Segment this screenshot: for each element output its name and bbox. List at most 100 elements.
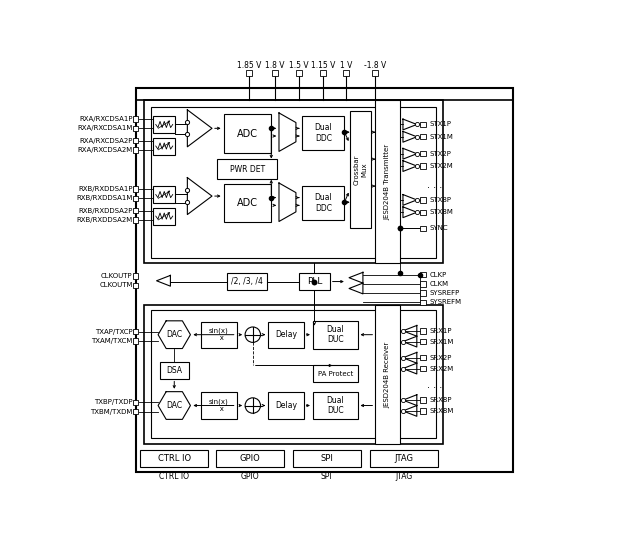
Bar xyxy=(133,338,139,344)
Bar xyxy=(375,305,400,444)
Text: -1.8 V: -1.8 V xyxy=(364,61,386,70)
Bar xyxy=(420,290,426,296)
Polygon shape xyxy=(403,353,417,363)
Text: RXA/RXCDSA1M: RXA/RXCDSA1M xyxy=(77,125,133,131)
Bar xyxy=(420,210,426,215)
Polygon shape xyxy=(403,207,417,217)
Bar xyxy=(420,122,426,127)
Text: 1.85 V: 1.85 V xyxy=(237,61,261,70)
Bar xyxy=(372,70,378,76)
Bar xyxy=(299,273,330,290)
Bar xyxy=(133,208,139,214)
Bar xyxy=(268,321,304,348)
Text: STX1M: STX1M xyxy=(429,134,453,140)
Text: STX2M: STX2M xyxy=(429,163,453,169)
Text: 1 V: 1 V xyxy=(340,61,352,70)
Bar xyxy=(133,409,139,414)
Text: TXBP/TXDP: TXBP/TXDP xyxy=(94,399,133,405)
Text: CTRL IO: CTRL IO xyxy=(159,472,189,481)
Text: ADC: ADC xyxy=(237,198,258,208)
Text: DAC: DAC xyxy=(166,330,182,339)
Text: TXAP/TXCP: TXAP/TXCP xyxy=(95,329,133,335)
Polygon shape xyxy=(403,131,417,142)
Bar xyxy=(154,137,175,155)
Text: SYNC: SYNC xyxy=(429,225,448,231)
Text: RXA/RXCDSA2M: RXA/RXCDSA2M xyxy=(77,147,133,153)
Bar xyxy=(133,138,139,143)
Bar xyxy=(420,398,426,403)
Bar xyxy=(133,329,139,334)
Polygon shape xyxy=(403,119,417,130)
Bar xyxy=(370,450,438,467)
Polygon shape xyxy=(403,405,417,416)
Polygon shape xyxy=(279,113,296,151)
Bar xyxy=(295,70,302,76)
Text: TXAM/TXCM: TXAM/TXCM xyxy=(91,338,133,344)
Polygon shape xyxy=(187,177,212,215)
Polygon shape xyxy=(403,395,417,405)
Bar xyxy=(151,107,436,259)
Text: DSA: DSA xyxy=(166,366,182,375)
Polygon shape xyxy=(158,391,190,419)
Polygon shape xyxy=(403,161,417,171)
Bar xyxy=(201,321,237,348)
Bar xyxy=(420,226,426,231)
Text: CLKOUTP: CLKOUTP xyxy=(101,273,133,279)
Text: sin(x)
   x: sin(x) x xyxy=(209,399,229,412)
Text: RXB/RXDDSA1P: RXB/RXDDSA1P xyxy=(78,186,133,192)
Text: JTAG: JTAG xyxy=(395,472,413,481)
Bar xyxy=(140,450,208,467)
Bar xyxy=(375,100,400,263)
Text: Dual
DDC: Dual DDC xyxy=(314,123,332,143)
Bar xyxy=(133,147,139,152)
Text: . . .: . . . xyxy=(427,180,442,190)
Bar xyxy=(343,70,349,76)
Text: SPI: SPI xyxy=(321,472,333,481)
Text: PWR DET: PWR DET xyxy=(230,165,265,173)
Bar xyxy=(320,70,326,76)
Polygon shape xyxy=(403,336,417,347)
Text: TXBM/TXDM: TXBM/TXDM xyxy=(90,409,133,415)
Bar xyxy=(313,365,358,383)
Bar xyxy=(313,391,358,419)
Text: STX8M: STX8M xyxy=(429,209,453,215)
Text: SRX1M: SRX1M xyxy=(429,339,454,345)
Bar xyxy=(133,282,139,288)
Bar xyxy=(144,305,443,444)
Polygon shape xyxy=(349,272,363,283)
Bar xyxy=(420,197,426,202)
Text: JTAG: JTAG xyxy=(394,454,413,463)
Bar xyxy=(144,100,443,263)
Bar xyxy=(293,450,360,467)
Text: GPIO: GPIO xyxy=(241,472,259,481)
Bar xyxy=(350,111,371,229)
Text: Dual
DUC: Dual DUC xyxy=(326,396,344,415)
Text: RXB/RXDDSA1M: RXB/RXDDSA1M xyxy=(76,195,133,201)
Bar xyxy=(217,159,277,179)
Bar xyxy=(302,116,345,150)
Polygon shape xyxy=(156,275,170,286)
Text: Delay: Delay xyxy=(275,330,297,339)
Text: 1.15 V: 1.15 V xyxy=(311,61,335,70)
Bar xyxy=(224,184,272,222)
Polygon shape xyxy=(349,283,363,294)
Bar xyxy=(133,196,139,201)
Text: SRX8M: SRX8M xyxy=(429,408,454,414)
Text: Dual
DDC: Dual DDC xyxy=(314,193,332,213)
Text: /2, /3, /4: /2, /3, /4 xyxy=(231,277,263,286)
Text: SYSREFM: SYSREFM xyxy=(429,299,461,305)
Bar xyxy=(133,116,139,122)
Bar xyxy=(133,274,139,279)
Bar xyxy=(420,355,426,360)
Text: PA Protect: PA Protect xyxy=(318,371,353,377)
Polygon shape xyxy=(403,363,417,374)
Text: CTRL IO: CTRL IO xyxy=(158,454,191,463)
Text: Dual
DUC: Dual DUC xyxy=(326,325,344,344)
Bar xyxy=(154,186,175,203)
Bar xyxy=(159,361,189,379)
Bar xyxy=(420,163,426,168)
Text: 1.8 V: 1.8 V xyxy=(265,61,284,70)
Text: JESD204B Receiver: JESD204B Receiver xyxy=(384,341,391,408)
Text: ADC: ADC xyxy=(237,128,258,138)
Text: SYSREFP: SYSREFP xyxy=(429,290,459,296)
